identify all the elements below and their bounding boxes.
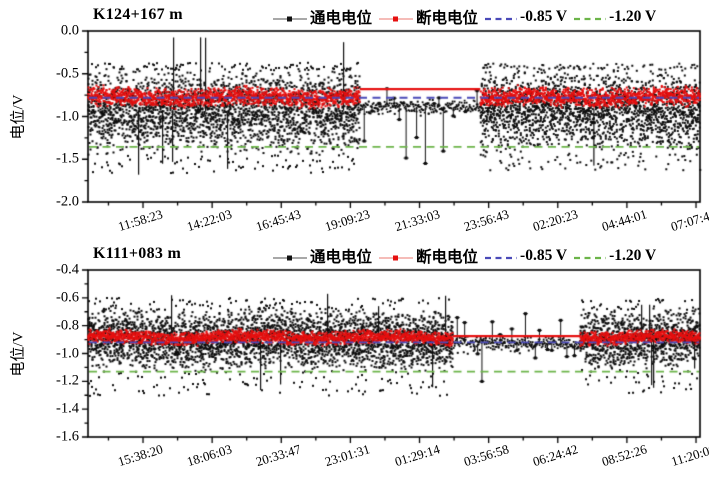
y-tick-label: -0.8 [56,317,79,334]
legend-item: 通电电位 [272,245,372,267]
y-tick-label: -2.0 [56,193,79,210]
legend-item: -0.85 V [484,247,567,265]
legend-dashed-line-marker [573,250,607,262]
legend-dashed-line-marker [484,11,518,23]
legend-item: 断电电位 [378,6,478,28]
y-tick-label: 0.0 [60,22,79,39]
y-tick-label: -1.5 [56,150,79,167]
legend-bottom: 通电电位 断电电位 -0.85 V -1.20 V [272,245,656,267]
legend-label: -1.20 V [609,8,657,25]
legend-label: 断电电位 [416,10,479,27]
legend-line-dot-marker [378,11,414,23]
y-axis-title-bottom: 电位/V [10,331,27,377]
station-label-top: K124+167 m [93,6,183,23]
legend-line-dot-marker [378,250,414,262]
legend-item: 通电电位 [272,6,372,28]
y-tick-label: -1.0 [56,345,79,361]
y-axis-title-top: 电位/V [10,94,27,140]
y-tick-label: -1.2 [56,372,79,389]
legend-top: 通电电位 断电电位 -0.85 V -1.20 V [272,6,656,28]
legend-item: -1.20 V [573,247,656,265]
legend-label: -0.85 V [520,8,568,25]
y-tick-label: -1.0 [56,108,79,124]
legend-dashed-line-marker [484,250,518,262]
y-tick-label: -0.5 [56,65,79,82]
legend-item: -1.20 V [573,8,656,26]
legend-label: -0.85 V [520,247,568,264]
legend-line-dot-marker [272,11,308,23]
y-tick-label: -0.4 [56,261,79,278]
y-tick-label: -0.6 [56,289,79,306]
legend-item: 断电电位 [378,245,478,267]
station-label-bottom: K111+083 m [93,245,182,262]
legend-line-dot-marker [272,250,308,262]
y-tick-label: -1.4 [56,400,79,417]
y-tick-label: -1.6 [56,428,79,445]
legend-label: 断电电位 [416,249,479,266]
legend-item: -0.85 V [484,8,567,26]
legend-dashed-line-marker [573,11,607,23]
legend-label: 通电电位 [310,249,373,266]
legend-label: -1.20 V [609,247,657,264]
legend-label: 通电电位 [310,10,373,27]
